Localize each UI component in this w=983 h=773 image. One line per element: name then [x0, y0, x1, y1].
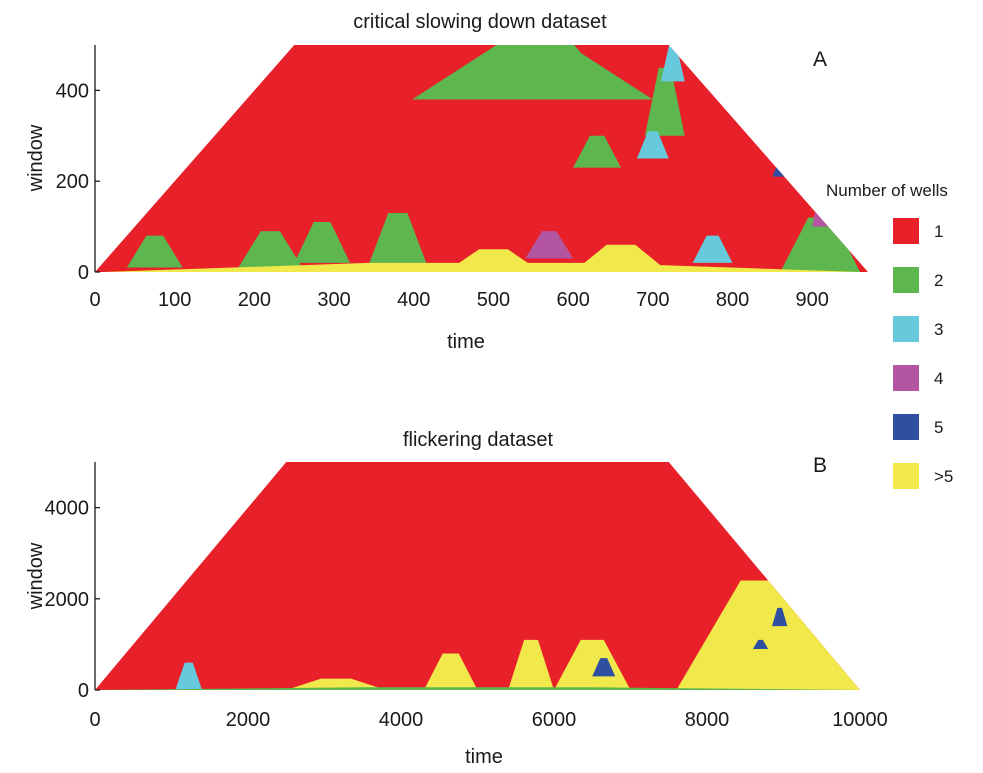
- legend-title: Number of wells: [826, 181, 948, 200]
- panel-a-x-axis-title: time: [447, 331, 485, 353]
- legend-swatch: [893, 267, 919, 293]
- x-tick-label: 4000: [379, 709, 424, 731]
- x-tick-label: 2000: [226, 709, 271, 731]
- heatmap-cell-region: [238, 231, 303, 268]
- x-tick-label: 400: [397, 289, 430, 311]
- legend: Number of wells 1 2 3 4 5 >5: [826, 181, 953, 489]
- panel-a-y-ticks: 0 200 400: [56, 80, 100, 284]
- panel-b-y-ticks: 0 2000 4000: [45, 498, 100, 702]
- panel-b-x-axis-title: time: [465, 746, 503, 768]
- heatmap-cell-region: [365, 212, 430, 272]
- legend-swatch: [893, 365, 919, 391]
- heatmap-cell-region: [752, 639, 769, 649]
- panel-b-title: flickering dataset: [403, 429, 554, 451]
- legend-label: >5: [934, 467, 953, 486]
- legend-label: 1: [934, 222, 943, 241]
- x-tick-label: 10000: [832, 709, 888, 731]
- heatmap-cell-region: [95, 687, 860, 690]
- heatmap-cell-region: [126, 235, 183, 268]
- x-tick-label: 900: [796, 289, 829, 311]
- x-tick-label: 800: [716, 289, 749, 311]
- x-tick-label: 700: [636, 289, 669, 311]
- panel-b: flickering dataset B 0 2000 4000 0 2000 4000…: [25, 429, 888, 768]
- heatmap-cell-region: [636, 131, 669, 159]
- x-tick-label: 200: [238, 289, 271, 311]
- panel-a-heatmap: [95, 45, 868, 272]
- x-tick-label: 0: [89, 709, 100, 731]
- legend-items: 1 2 3 4 5 >5: [893, 218, 953, 489]
- heatmap-cell-region: [294, 222, 351, 263]
- y-tick-label: 4000: [45, 498, 90, 520]
- heatmap-cell-region: [175, 662, 203, 690]
- panel-b-letter: B: [813, 454, 827, 477]
- heatmap-cell-region: [676, 580, 860, 690]
- panel-a-x-ticks: 0 100 200 300 400 500 600 700 800 900: [89, 289, 828, 311]
- y-tick-label: 400: [56, 80, 89, 102]
- heatmap-cell-region: [508, 639, 554, 690]
- legend-label: 4: [934, 369, 943, 388]
- panel-a: critical slowing down dataset A 0200400 …: [25, 11, 868, 353]
- y-tick-label: 0: [78, 680, 89, 702]
- heatmap-cell-region: [573, 135, 621, 168]
- legend-label: 2: [934, 271, 943, 290]
- heatmap-cell-region: [660, 45, 685, 82]
- legend-label: 3: [934, 320, 943, 339]
- legend-swatch: [893, 463, 919, 489]
- y-tick-label: 2000: [45, 589, 90, 611]
- heatmap-cell-region: [644, 67, 685, 136]
- legend-swatch: [893, 414, 919, 440]
- heatmap-cell-region: [772, 607, 788, 627]
- heatmap-cell-region: [525, 231, 574, 259]
- y-tick-label: 200: [56, 171, 89, 193]
- legend-swatch: [893, 316, 919, 342]
- x-tick-label: 100: [158, 289, 191, 311]
- x-tick-label: 500: [477, 289, 510, 311]
- heatmap-cell-region: [423, 653, 478, 690]
- y-tick-label: 0: [78, 262, 89, 284]
- legend-swatch: [893, 218, 919, 244]
- heatmap-cell-region: [286, 678, 386, 690]
- panel-b-y-axis-title: window: [25, 542, 47, 610]
- x-tick-label: 600: [556, 289, 589, 311]
- panel-b-x-ticks: 0 2000 4000 6000 8000 10000: [89, 709, 887, 731]
- heatmap-cell-region: [592, 658, 616, 677]
- x-tick-label: 0: [89, 289, 100, 311]
- legend-label: 5: [934, 418, 943, 437]
- x-tick-label: 6000: [532, 709, 577, 731]
- heatmap-cell-region: [445, 249, 542, 272]
- panel-a-letter: A: [813, 48, 827, 71]
- panel-b-heatmap: [95, 462, 860, 690]
- heatmap-background-region: [95, 462, 860, 690]
- heatmap-cell-region: [573, 244, 669, 272]
- panel-a-title: critical slowing down dataset: [353, 11, 607, 33]
- x-tick-label: 8000: [685, 709, 730, 731]
- heatmap-cell-region: [692, 235, 733, 263]
- heatmap-cell-region: [554, 639, 631, 690]
- x-tick-label: 300: [317, 289, 350, 311]
- heatmap-cell-region: [780, 217, 861, 272]
- panel-a-y-axis-title: window: [25, 124, 47, 192]
- heatmap-cell-region: [517, 45, 606, 82]
